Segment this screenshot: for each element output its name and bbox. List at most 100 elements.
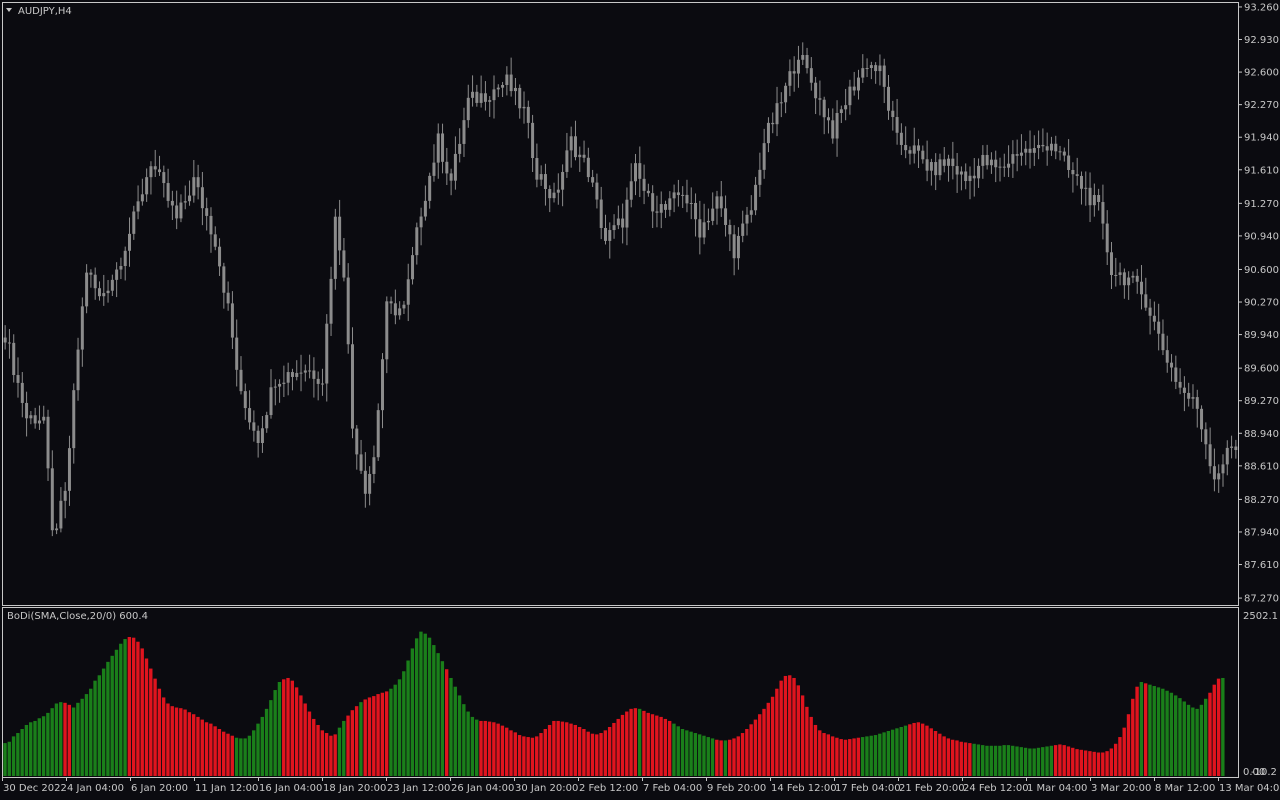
- indicator-bar: [685, 730, 689, 776]
- indicator-bar: [522, 736, 526, 776]
- time-tick-label: 11 Jan 12:00: [195, 783, 258, 794]
- indicator-bar: [230, 735, 234, 776]
- candle: [188, 180, 192, 206]
- candle: [728, 219, 732, 252]
- indicator-bar: [209, 723, 213, 776]
- indicator-bar: [603, 730, 608, 776]
- candle: [698, 200, 702, 255]
- candle: [947, 154, 951, 182]
- symbol-dropdown-icon[interactable]: [6, 8, 12, 12]
- candle: [801, 42, 805, 66]
- candle: [869, 61, 873, 80]
- indicator-bar: [547, 724, 552, 776]
- indicator-bar: [839, 739, 843, 776]
- indicator-bar: [440, 661, 445, 776]
- indicator-bar: [586, 731, 590, 776]
- indicator-bar: [196, 716, 200, 776]
- candle: [1011, 140, 1015, 178]
- indicator-bar: [337, 727, 342, 776]
- candle: [1217, 464, 1221, 493]
- candle: [972, 158, 976, 197]
- indicator-bar: [144, 658, 149, 776]
- candle: [981, 145, 985, 179]
- indicator-bar: [110, 655, 114, 776]
- candle: [496, 84, 500, 98]
- indicator-bar: [243, 738, 247, 776]
- indicator-bar: [1221, 677, 1225, 776]
- candle: [629, 163, 633, 208]
- candle: [1148, 298, 1152, 335]
- candle: [1165, 335, 1169, 373]
- indicator-bar: [380, 692, 385, 776]
- indicator-bar: [273, 690, 277, 776]
- indicator-bar: [762, 708, 766, 776]
- indicator-bar: [916, 722, 921, 776]
- indicator-bar: [908, 724, 912, 776]
- candle: [895, 98, 899, 145]
- indicator-bar: [1118, 737, 1122, 776]
- candle: [844, 88, 848, 121]
- indicator-bar: [890, 729, 895, 776]
- candle: [578, 146, 582, 172]
- time-tick-label: 30 Jan 20:00: [515, 783, 578, 794]
- candle: [123, 246, 127, 281]
- candle: [350, 327, 354, 439]
- candle: [736, 227, 740, 270]
- symbol-title[interactable]: AUDJPY,H4: [18, 6, 72, 17]
- indicator-bar: [97, 675, 102, 776]
- candle: [415, 222, 419, 265]
- candle: [102, 274, 106, 306]
- indicator-bar: [1212, 684, 1216, 776]
- indicator-bar: [886, 731, 891, 776]
- indicator-bar: [1096, 752, 1101, 776]
- candle: [192, 160, 196, 203]
- indicator-bar: [294, 687, 299, 776]
- indicator-bar: [1161, 688, 1165, 776]
- candle: [1019, 134, 1023, 166]
- indicator-bar: [976, 744, 981, 776]
- time-tick-label: 30 Dec 2022: [3, 783, 67, 794]
- candle: [1032, 135, 1036, 166]
- candle: [20, 372, 24, 418]
- candle: [475, 84, 479, 107]
- candle: [37, 405, 41, 430]
- candle: [226, 281, 230, 311]
- candle: [968, 166, 972, 200]
- indicator-bar: [505, 727, 509, 776]
- indicator-bar: [436, 653, 440, 776]
- indicator-bar: [818, 730, 822, 776]
- indicator-bar: [320, 730, 325, 776]
- indicator-bar: [282, 679, 286, 776]
- candle: [458, 128, 462, 163]
- indicator-bar: [359, 702, 363, 776]
- indicator-bar: [788, 675, 792, 776]
- candle: [372, 445, 376, 484]
- indicator-bar: [89, 688, 93, 776]
- indicator-bar: [1075, 749, 1079, 776]
- indicator-bar: [629, 708, 633, 776]
- indicator-bar: [882, 732, 886, 776]
- indicator-bar: [290, 680, 294, 776]
- indicator-bar: [573, 724, 578, 776]
- candle: [1187, 382, 1191, 407]
- indicator-label[interactable]: BoDi(SMA,Close,20/0) 600.4: [7, 611, 148, 622]
- indicator-bar: [333, 734, 337, 776]
- time-tick-label: 13 Mar 04:00: [1219, 783, 1280, 794]
- candle: [561, 164, 565, 207]
- indicator-bar: [1015, 746, 1019, 776]
- indicator-bar: [912, 722, 916, 776]
- candle: [985, 144, 989, 170]
- indicator-bar: [350, 710, 355, 776]
- indicator-bar: [865, 736, 869, 776]
- indicator-bar: [153, 678, 157, 776]
- time-tick-label: 23 Jan 12:00: [387, 783, 450, 794]
- indicator-bar: [166, 703, 170, 776]
- indicator-bar: [809, 716, 813, 776]
- candle: [218, 238, 222, 276]
- indicator-bar: [1122, 727, 1126, 776]
- candle: [766, 117, 770, 153]
- candle: [200, 171, 204, 226]
- indicator-bar: [642, 710, 646, 776]
